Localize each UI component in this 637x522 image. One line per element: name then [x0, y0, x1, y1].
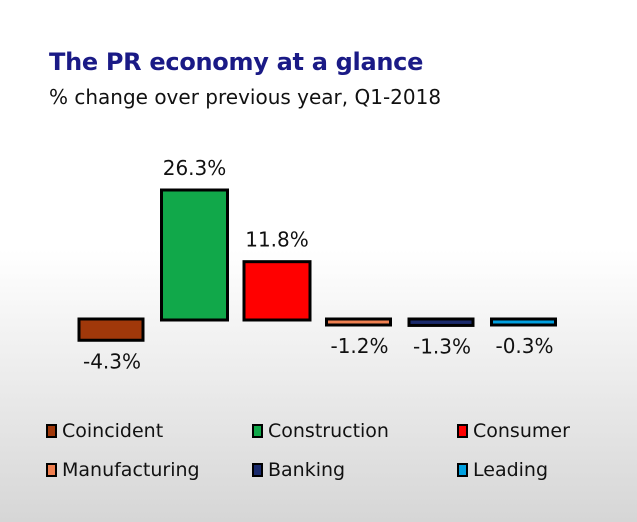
legend-swatch-leading — [457, 463, 468, 477]
legend-item-coincident: Coincident — [46, 420, 163, 442]
bar-leading — [490, 317, 557, 327]
legend-label-manufacturing: Manufacturing — [62, 459, 200, 481]
legend-item-consumer: Consumer — [457, 420, 570, 442]
legend-label-leading: Leading — [473, 459, 549, 481]
chart-title: The PR economy at a glance — [49, 48, 424, 76]
legend-item-leading: Leading — [457, 459, 548, 481]
legend-label-banking: Banking — [268, 459, 346, 481]
legend-swatch-banking — [252, 463, 263, 477]
legend-item-construction: Construction — [252, 420, 389, 442]
bar-banking — [407, 317, 475, 327]
bar-coincident — [77, 317, 145, 342]
data-label-coincident: -4.3% — [83, 349, 141, 373]
legend-item-banking: Banking — [252, 459, 345, 481]
legend-swatch-manufacturing — [46, 463, 57, 477]
data-label-consumer: 11.8% — [245, 228, 309, 252]
legend-item-manufacturing: Manufacturing — [46, 459, 200, 481]
legend-label-coincident: Coincident — [62, 420, 164, 442]
legend-swatch-coincident — [46, 424, 57, 438]
chart-subtitle: % change over previous year, Q1-2018 — [49, 85, 442, 109]
bar-construction — [160, 188, 229, 322]
legend-swatch-consumer — [457, 424, 468, 438]
bar-consumer — [242, 260, 312, 322]
legend-swatch-construction — [252, 424, 263, 438]
legend-label-construction: Construction — [268, 420, 389, 442]
data-label-leading: -0.3% — [495, 334, 553, 358]
bar-manufacturing — [325, 317, 392, 327]
legend-label-consumer: Consumer — [473, 420, 570, 442]
data-label-manufacturing: -1.2% — [330, 334, 388, 358]
data-label-construction: 26.3% — [163, 156, 227, 180]
data-label-banking: -1.3% — [413, 334, 471, 358]
